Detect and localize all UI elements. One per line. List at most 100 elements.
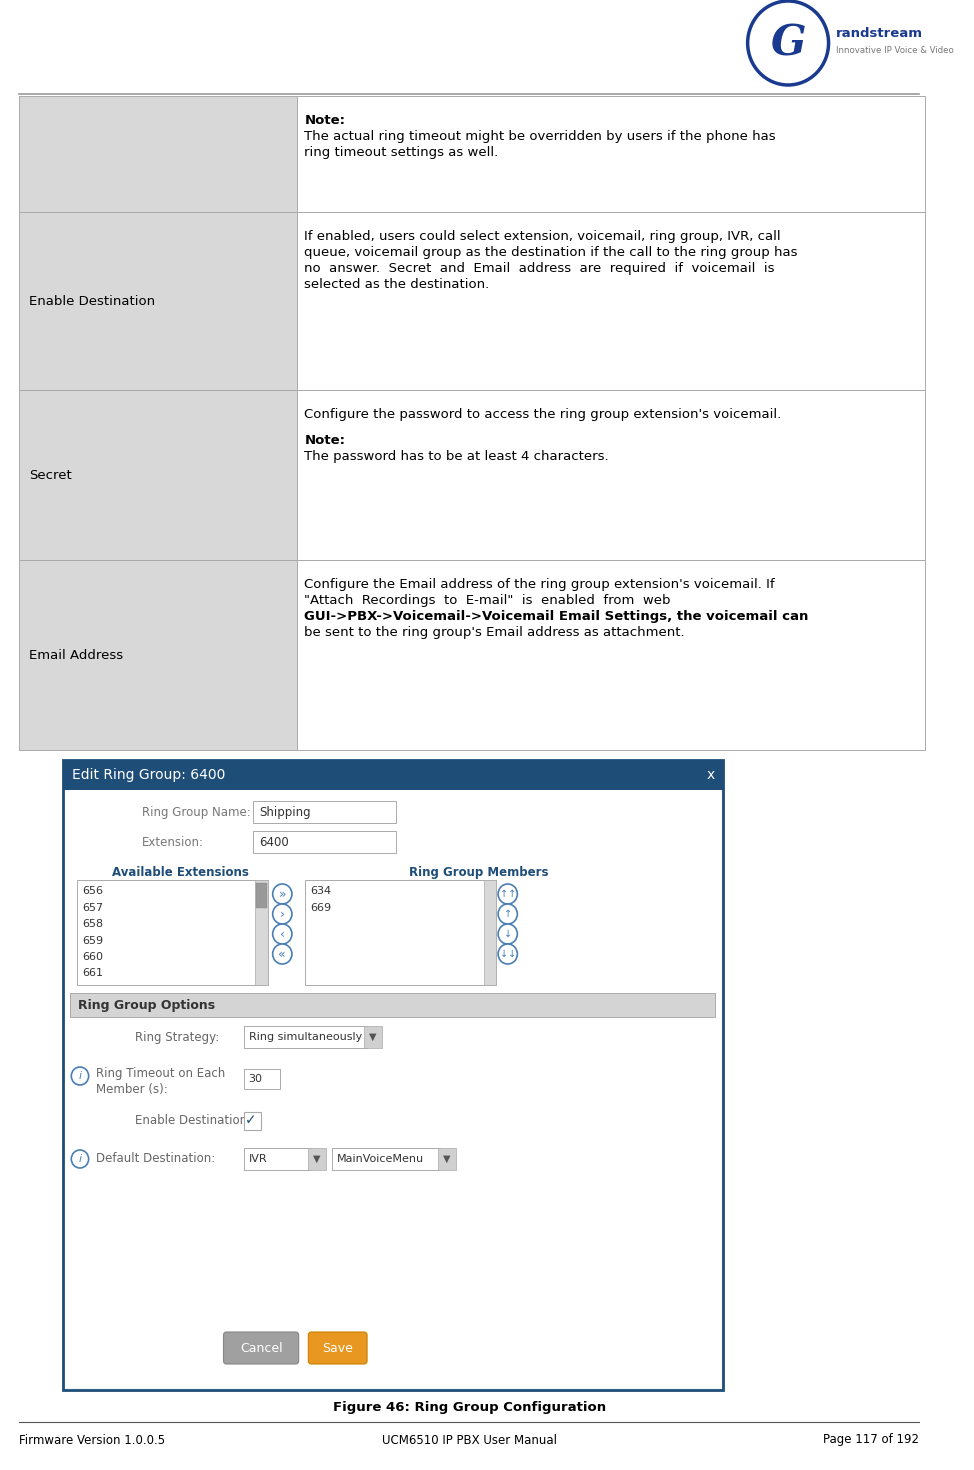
Text: If enabled, users could select extension, voicemail, ring group, IVR, call: If enabled, users could select extension… <box>305 229 781 243</box>
Text: no  answer.  Secret  and  Email  address  are  required  if  voicemail  is: no answer. Secret and Email address are … <box>305 262 775 275</box>
Text: 656: 656 <box>82 886 103 897</box>
Text: 657: 657 <box>82 903 103 913</box>
Text: ↑↑: ↑↑ <box>500 889 516 900</box>
Text: 659: 659 <box>82 935 103 945</box>
Text: i: i <box>78 1072 82 1080</box>
Text: ▼: ▼ <box>314 1154 320 1164</box>
Bar <box>297 212 925 390</box>
Circle shape <box>273 925 292 944</box>
Bar <box>297 390 925 560</box>
Text: Edit Ring Group: 6400: Edit Ring Group: 6400 <box>72 767 226 782</box>
Bar <box>62 760 723 1391</box>
Text: Firmware Version 1.0.0.5: Firmware Version 1.0.0.5 <box>19 1433 166 1446</box>
Bar <box>309 1148 325 1170</box>
Bar <box>19 96 297 212</box>
Bar <box>484 881 496 985</box>
Text: ↑: ↑ <box>504 908 511 919</box>
Text: ‹: ‹ <box>280 928 284 941</box>
Circle shape <box>498 925 517 944</box>
Bar <box>364 1026 382 1048</box>
Bar <box>438 1148 456 1170</box>
Circle shape <box>498 944 517 964</box>
Text: Page 117 of 192: Page 117 of 192 <box>823 1433 919 1446</box>
Bar <box>306 881 496 985</box>
Bar <box>244 1111 261 1130</box>
Text: GUI->PBX->Voicemail->Voicemail Email Settings, the voicemail can: GUI->PBX->Voicemail->Voicemail Email Set… <box>305 610 808 623</box>
Bar <box>77 881 268 985</box>
Bar <box>297 96 925 212</box>
Text: ring timeout settings as well.: ring timeout settings as well. <box>305 146 499 159</box>
Text: Ring Group Options: Ring Group Options <box>78 998 215 1011</box>
Bar <box>19 212 297 390</box>
Bar <box>64 789 721 1388</box>
Text: x: x <box>706 767 715 782</box>
Text: Note:: Note: <box>305 434 346 447</box>
Text: ↓: ↓ <box>504 929 511 939</box>
Circle shape <box>273 904 292 925</box>
Text: Secret: Secret <box>29 469 72 482</box>
Bar <box>244 1026 367 1048</box>
Bar <box>332 1148 440 1170</box>
Text: «: « <box>279 948 286 960</box>
Text: selected as the destination.: selected as the destination. <box>305 278 490 291</box>
Bar <box>297 560 925 750</box>
Text: ↓↓: ↓↓ <box>500 950 516 958</box>
Bar <box>70 994 715 1017</box>
Circle shape <box>71 1067 89 1085</box>
Bar <box>253 831 396 853</box>
Text: Extension:: Extension: <box>141 835 204 848</box>
Text: 660: 660 <box>82 953 103 961</box>
Text: randstream: randstream <box>837 26 923 40</box>
Text: Shipping: Shipping <box>259 806 311 819</box>
Text: Email Address: Email Address <box>29 648 123 662</box>
Text: ✓: ✓ <box>244 1113 256 1127</box>
Bar <box>19 560 297 750</box>
Text: i: i <box>78 1154 82 1164</box>
Text: MainVoiceMenu: MainVoiceMenu <box>337 1154 425 1164</box>
Circle shape <box>498 883 517 904</box>
Text: G: G <box>770 22 805 65</box>
Text: Enable Destination: Enable Destination <box>29 294 155 307</box>
Text: Default Destination:: Default Destination: <box>96 1152 215 1166</box>
Text: Ring Group Name:: Ring Group Name: <box>141 806 250 819</box>
Bar <box>253 801 396 823</box>
Text: Ring Timeout on Each: Ring Timeout on Each <box>96 1067 226 1079</box>
Text: Enable Destination:: Enable Destination: <box>134 1114 251 1127</box>
Text: IVR: IVR <box>248 1154 267 1164</box>
Text: Member (s):: Member (s): <box>96 1082 169 1095</box>
Text: Figure 46: Ring Group Configuration: Figure 46: Ring Group Configuration <box>333 1401 606 1414</box>
Bar <box>256 883 267 908</box>
Text: "Attach  Recordings  to  E-mail"  is  enabled  from  web: "Attach Recordings to E-mail" is enabled… <box>305 594 671 607</box>
Circle shape <box>273 944 292 964</box>
Text: queue, voicemail group as the destination if the call to the ring group has: queue, voicemail group as the destinatio… <box>305 245 798 259</box>
FancyBboxPatch shape <box>309 1332 367 1364</box>
Circle shape <box>273 883 292 904</box>
Text: be sent to the ring group's Email address as attachment.: be sent to the ring group's Email addres… <box>305 626 685 639</box>
Text: Ring Group Members: Ring Group Members <box>409 866 548 879</box>
Bar <box>244 1148 312 1170</box>
Bar <box>255 881 268 985</box>
Text: Ring simultaneously: Ring simultaneously <box>248 1032 361 1042</box>
Text: Cancel: Cancel <box>240 1342 282 1354</box>
Circle shape <box>748 1 829 85</box>
Text: ▼: ▼ <box>369 1032 377 1042</box>
Text: 661: 661 <box>82 969 103 979</box>
Circle shape <box>71 1150 89 1169</box>
Text: ›: › <box>280 907 284 920</box>
Bar <box>244 1069 281 1089</box>
Text: 669: 669 <box>311 903 331 913</box>
Text: 634: 634 <box>311 886 331 897</box>
Text: The password has to be at least 4 characters.: The password has to be at least 4 charac… <box>305 450 609 463</box>
Text: ▼: ▼ <box>443 1154 451 1164</box>
Text: UCM6510 IP PBX User Manual: UCM6510 IP PBX User Manual <box>382 1433 557 1446</box>
Text: 30: 30 <box>248 1075 263 1083</box>
Text: 6400: 6400 <box>259 835 289 848</box>
Text: Configure the password to access the ring group extension's voicemail.: Configure the password to access the rin… <box>305 409 782 420</box>
Text: Innovative IP Voice & Video: Innovative IP Voice & Video <box>837 46 954 54</box>
Text: Save: Save <box>321 1342 353 1354</box>
Text: Note:: Note: <box>305 115 346 126</box>
Text: Available Extensions: Available Extensions <box>112 866 248 879</box>
FancyBboxPatch shape <box>223 1332 299 1364</box>
Text: »: » <box>279 888 286 901</box>
Bar <box>19 390 297 560</box>
